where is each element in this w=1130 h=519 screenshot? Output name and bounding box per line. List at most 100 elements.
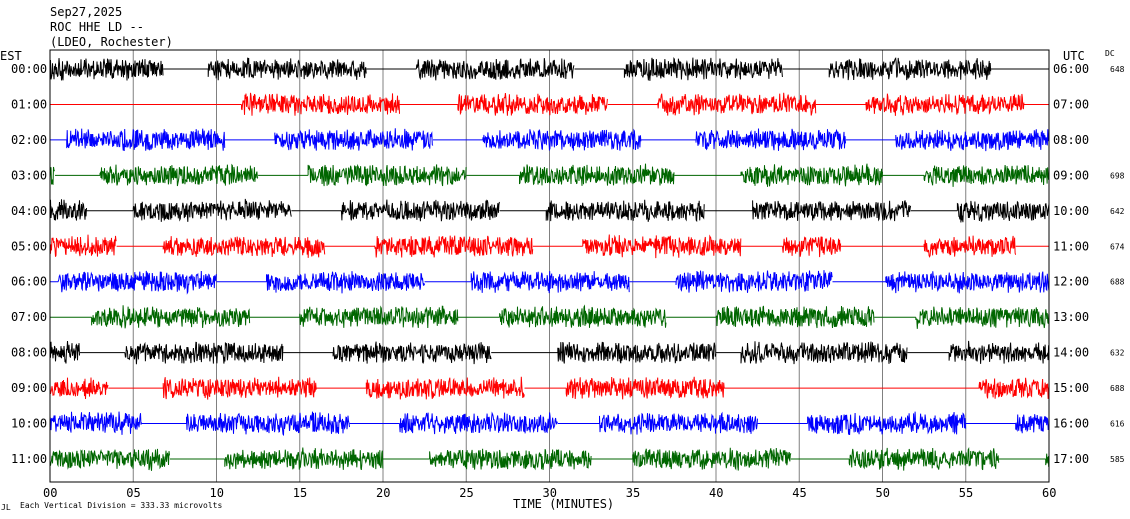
trace-segment xyxy=(948,340,1050,364)
trace-segment xyxy=(266,271,425,294)
x-tick-label: 45 xyxy=(792,486,806,500)
row-label-utc: 11:00 xyxy=(1053,239,1089,253)
trace-segment xyxy=(365,376,525,400)
row-label-utc: 09:00 xyxy=(1053,168,1089,182)
trace-segment xyxy=(1015,414,1050,434)
trace-segment xyxy=(499,304,667,328)
row-dc-value: 688 xyxy=(1110,278,1125,287)
x-tick-label: 10 xyxy=(210,486,224,500)
trace-segment xyxy=(415,58,575,81)
trace-segment xyxy=(807,411,967,436)
row-label-est: 02:00 xyxy=(11,133,47,147)
trace-segment xyxy=(895,129,1050,152)
trace-segment xyxy=(582,234,742,259)
x-tick-label: 15 xyxy=(293,486,307,500)
x-tick-label: 25 xyxy=(459,486,473,500)
row-label-utc: 15:00 xyxy=(1053,381,1089,395)
trace-segment xyxy=(828,57,992,81)
grid-lines xyxy=(132,50,967,482)
trace-segment xyxy=(752,200,912,222)
x-axis-ticks: 00 05 10 15 20 25 30 35 40 45 50 55 60 xyxy=(43,486,1056,500)
trace-segment xyxy=(599,411,758,435)
trace-segment xyxy=(657,92,817,116)
trace-segment xyxy=(49,234,117,257)
trace-segment xyxy=(675,270,833,293)
trace-segment xyxy=(923,235,1017,258)
right-timezone-label: UTC xyxy=(1063,49,1085,63)
trace-segment xyxy=(632,447,792,471)
row-label-est: 01:00 xyxy=(11,97,47,111)
trace-segment xyxy=(49,58,164,81)
trace-segment xyxy=(340,199,500,222)
trace-segment xyxy=(49,340,80,364)
row-label-est: 11:00 xyxy=(11,452,47,466)
trace-segment xyxy=(956,200,1050,223)
trace-segment xyxy=(49,377,109,400)
trace-segment xyxy=(915,306,1050,329)
seismic-traces xyxy=(49,57,1050,471)
x-tick-label: 60 xyxy=(1042,486,1056,500)
trace-segment xyxy=(274,128,434,151)
row-label-utc: 06:00 xyxy=(1053,62,1089,76)
trace-segment xyxy=(482,128,642,152)
row-label-utc: 07:00 xyxy=(1053,97,1089,111)
row-dc-value: 632 xyxy=(1110,349,1125,358)
trace-segment xyxy=(978,377,1050,399)
left-timezone-label: EST xyxy=(0,49,22,63)
header-date: Sep27,2025 xyxy=(50,5,122,19)
trace-segment xyxy=(623,57,783,81)
x-tick-label: 05 xyxy=(126,486,140,500)
trace-segment xyxy=(695,128,846,151)
trace-segment xyxy=(782,236,842,258)
x-tick-label: 30 xyxy=(543,486,557,500)
row-label-est: 03:00 xyxy=(11,168,47,182)
x-tick-label: 35 xyxy=(626,486,640,500)
plot-frame xyxy=(49,49,1050,483)
x-tick-label: 00 xyxy=(43,486,57,500)
trace-segment xyxy=(865,93,1025,116)
x-tick-label: 55 xyxy=(959,486,973,500)
trace-segment xyxy=(332,341,492,365)
trace-segment xyxy=(1045,453,1050,467)
trace-segment xyxy=(207,57,367,81)
trace-segment xyxy=(457,92,608,116)
trace-segment xyxy=(545,199,705,223)
footer-mark: JL xyxy=(1,503,11,512)
trace-segment xyxy=(241,92,400,116)
trace-segment xyxy=(557,341,717,364)
row-label-est: 08:00 xyxy=(11,346,47,360)
trace-segment xyxy=(91,305,251,329)
trace-segment xyxy=(49,199,87,221)
trace-segment xyxy=(49,411,142,435)
row-label-est: 09:00 xyxy=(11,381,47,395)
trace-segment xyxy=(186,411,350,437)
row-dc-value: 585 xyxy=(1110,455,1125,464)
trace-segment xyxy=(374,235,534,258)
row-dc-value: 698 xyxy=(1110,171,1125,180)
x-tick-label: 40 xyxy=(709,486,723,500)
row-label-utc: 13:00 xyxy=(1053,310,1089,324)
row-label-utc: 14:00 xyxy=(1053,346,1089,360)
dc-header-label: DC xyxy=(1105,49,1115,58)
trace-segment xyxy=(132,198,292,222)
row-dc-value: 616 xyxy=(1110,420,1125,429)
trace-segment xyxy=(224,447,384,471)
trace-segment xyxy=(299,305,459,329)
row-label-est: 10:00 xyxy=(11,417,47,431)
scale-note: Each Vertical Division = 333.33 microvol… xyxy=(20,501,222,510)
trace-segment xyxy=(848,446,1000,471)
trace-segment xyxy=(923,164,1050,187)
row-label-est: 06:00 xyxy=(11,275,47,289)
trace-segment xyxy=(715,305,875,329)
trace-segment xyxy=(307,163,467,187)
trace-segment xyxy=(740,163,883,187)
row-dc-value: 648 xyxy=(1110,65,1125,74)
trace-segment xyxy=(429,448,592,471)
trace-segment xyxy=(885,271,1050,294)
row-label-est: 07:00 xyxy=(11,310,47,324)
row-label-utc: 08:00 xyxy=(1053,133,1089,147)
row-label-utc: 16:00 xyxy=(1053,417,1089,431)
row-label-utc: 10:00 xyxy=(1053,204,1089,218)
row-labels: 00:00 06:00 648 01:00 07:00 02:00 08:00 03:00 09… xyxy=(11,62,1125,466)
trace-segment xyxy=(565,376,725,400)
